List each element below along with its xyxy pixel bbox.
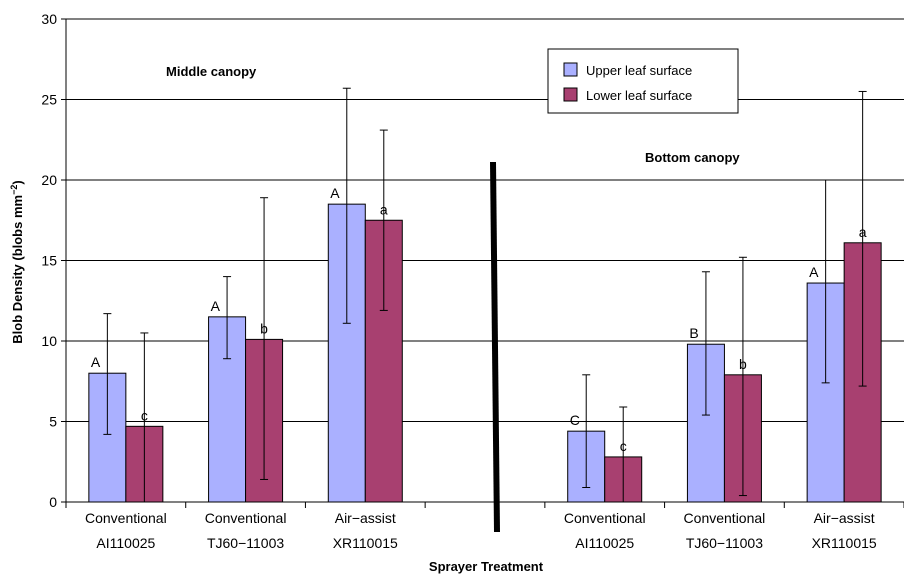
category-label-line2: TJ60−11003	[207, 535, 284, 551]
y-axis-title-sup: −2	[9, 185, 19, 195]
y-axis-title: Blob Density (blobs mm−2)	[9, 180, 25, 343]
category-label-line1: Air−assist	[335, 510, 396, 526]
significance-letter-upper: A	[91, 354, 101, 370]
significance-letter-upper: B	[689, 325, 698, 341]
category-label-line2: AI110025	[96, 535, 155, 551]
y-tick-label: 20	[41, 172, 57, 188]
y-tick-label: 0	[49, 494, 57, 510]
y-tick-label: 25	[41, 92, 57, 108]
legend-label-lower: Lower leaf surface	[586, 88, 692, 103]
legend-label-upper: Upper leaf surface	[586, 63, 692, 78]
y-tick-label: 10	[41, 333, 57, 349]
legend-swatch-lower	[563, 87, 578, 102]
category-label-line1: Conventional	[564, 510, 646, 526]
category-label-line2: XR110015	[812, 535, 877, 551]
category-label-line2: TJ60−11003	[686, 535, 763, 551]
significance-letters: Ac Ab Aa Cc Bb Aa	[91, 185, 867, 454]
significance-letter-lower: a	[859, 224, 867, 240]
category-label-line2: AI110025	[575, 535, 634, 551]
legend-box	[547, 48, 739, 114]
y-axis-title-main: Blob Density (blobs mm	[10, 195, 25, 344]
category-label-line1: Conventional	[684, 510, 766, 526]
significance-letter-upper: A	[809, 264, 819, 280]
significance-letter-lower: c	[620, 438, 627, 454]
y-tick-label: 30	[41, 11, 57, 27]
significance-letter-lower: b	[260, 320, 268, 336]
axes	[65, 19, 904, 508]
panel-label-bottom: Bottom canopy	[645, 150, 740, 165]
error-bars	[103, 87, 867, 502]
significance-letter-lower: b	[739, 356, 747, 372]
y-tick-label: 5	[49, 414, 57, 430]
significance-letter-upper: C	[570, 412, 580, 428]
category-labels: Conventional AI110025 Conventional TJ60−110…	[85, 510, 877, 551]
significance-letter-lower: a	[380, 201, 388, 217]
significance-letter-lower: c	[141, 407, 148, 423]
panel-label-middle: Middle canopy	[166, 64, 257, 79]
x-axis-title: Sprayer Treatment	[429, 559, 544, 574]
significance-letter-upper: A	[330, 185, 340, 201]
category-label-line1: Conventional	[85, 510, 167, 526]
significance-letter-upper: A	[211, 298, 221, 314]
y-tick-labels: 0 5 10 15 20 25 30	[41, 11, 66, 510]
category-label-line2: XR110015	[333, 535, 398, 551]
legend-swatch-upper	[563, 62, 578, 77]
legend: Upper leaf surface Lower leaf surface	[547, 48, 739, 114]
y-tick-label: 15	[41, 253, 57, 269]
gridlines	[66, 18, 904, 422]
panel-divider	[490, 161, 500, 533]
bars	[88, 203, 882, 503]
y-axis-title-close: )	[10, 180, 25, 184]
category-label-line1: Conventional	[205, 510, 287, 526]
category-label-line1: Air−assist	[814, 510, 875, 526]
